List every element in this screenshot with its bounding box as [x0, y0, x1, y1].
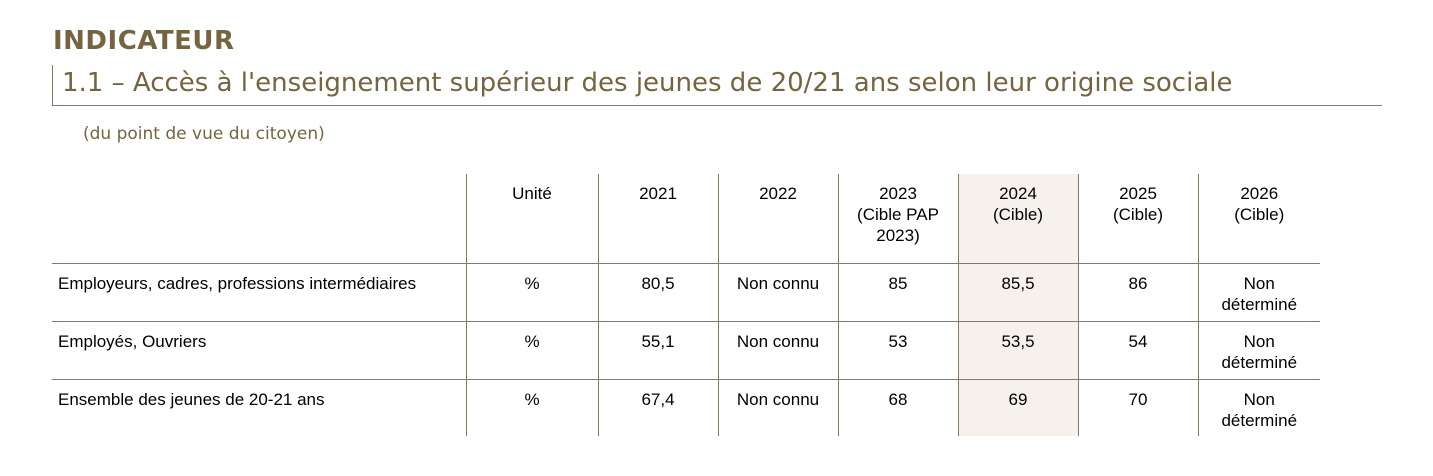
cell-text-line: 68 — [888, 389, 908, 409]
value-cell-2023: 68 — [837, 378, 958, 436]
cell-text-line: 54 — [1128, 331, 1148, 351]
header-cell-empty — [52, 174, 466, 263]
unit-cell: % — [465, 320, 598, 379]
indicator-table: Unité 2021 2022 2023 (Cible PAP 2023) 2024… — [52, 174, 1320, 436]
value-cell-2026: Non déterminé — [1197, 378, 1320, 436]
table-header-row: Unité 2021 2022 2023 (Cible PAP 2023) 2024… — [52, 174, 1320, 263]
cell-text-line: Employeurs, cadres, professions interméd… — [58, 273, 417, 293]
value-cell-2025: 86 — [1077, 262, 1198, 321]
header-cell-2021: 2021 — [597, 174, 718, 263]
title-box: 1.1 – Accès à l'enseignement supérieur d… — [52, 65, 1382, 106]
cell-text-line: Non connu — [736, 273, 820, 293]
cell-text-line: Non connu — [736, 389, 820, 409]
cell-text-line: déterminé — [1221, 352, 1298, 372]
indicator-title: 1.1 – Accès à l'enseignement supérieur d… — [62, 68, 1233, 98]
row-label-cell: Employés, Ouvriers — [52, 320, 466, 379]
row-label-cell: Employeurs, cadres, professions interméd… — [52, 262, 466, 321]
value-cell-2022: Non connu — [717, 378, 838, 436]
cell-text-line: 53,5 — [1001, 331, 1035, 351]
indicator-label: INDICATEUR — [53, 26, 235, 56]
header-cell-2023: 2023 (Cible PAP 2023) — [837, 174, 958, 263]
table-row: Ensemble des jeunes de 20-21 ans % 67,4 … — [52, 378, 1320, 436]
cell-text-line: Unité — [512, 184, 552, 203]
cell-text-line: Non — [1243, 389, 1275, 409]
cell-text-line: 2023) — [876, 226, 920, 245]
value-cell-2022: Non connu — [717, 262, 838, 321]
cell-text-line: 69 — [1008, 389, 1028, 409]
value-cell-2023: 53 — [837, 320, 958, 379]
value-cell-2021: 55,1 — [597, 320, 718, 379]
value-cell-2022: Non connu — [717, 320, 838, 379]
value-cell-2025: 54 — [1077, 320, 1198, 379]
cell-text-line: 80,5 — [641, 273, 675, 293]
cell-text-line: déterminé — [1221, 294, 1298, 314]
value-cell-2021: 80,5 — [597, 262, 718, 321]
header-cell-unit: Unité — [465, 174, 598, 263]
cell-text-line: % — [524, 273, 540, 293]
indicator-subtitle: (du point de vue du citoyen) — [83, 124, 325, 144]
cell-text-line: 2021 — [639, 184, 677, 203]
unit-cell: % — [465, 262, 598, 321]
cell-text-line: 2024 — [999, 184, 1037, 203]
value-cell-2023: 85 — [837, 262, 958, 321]
value-cell-2024: 85,5 — [957, 262, 1078, 321]
cell-text-line: 70 — [1128, 389, 1148, 409]
cell-text-line: (Cible) — [1112, 205, 1164, 224]
cell-text-line: (Cible) — [1234, 205, 1285, 224]
cell-text-line: % — [524, 389, 540, 409]
value-cell-2024: 53,5 — [957, 320, 1078, 379]
cell-text-line: Employés, Ouvriers — [58, 331, 207, 351]
cell-text-line: Ensemble des jeunes de 20-21 ans — [58, 389, 325, 409]
value-cell-2024: 69 — [957, 378, 1078, 436]
table-row: Employés, Ouvriers % 55,1 Non connu 53 5… — [52, 320, 1320, 379]
cell-text-line: 2023 — [879, 184, 917, 203]
cell-text-line: déterminé — [1221, 410, 1298, 430]
cell-text-line: % — [524, 331, 540, 351]
value-cell-2025: 70 — [1077, 378, 1198, 436]
cell-text-line: 86 — [1128, 273, 1148, 293]
cell-text-line: 85 — [888, 273, 908, 293]
unit-cell: % — [465, 378, 598, 436]
header-cell-2024: 2024 (Cible) — [957, 174, 1078, 263]
table-row: Employeurs, cadres, professions interméd… — [52, 262, 1320, 321]
value-cell-2026: Non déterminé — [1197, 262, 1320, 321]
header-cell-2025: 2025 (Cible) — [1077, 174, 1198, 263]
cell-text-line: 2025 — [1119, 184, 1157, 203]
cell-text-line: 2026 — [1240, 184, 1279, 203]
row-label-cell: Ensemble des jeunes de 20-21 ans — [52, 378, 466, 436]
value-cell-2026: Non déterminé — [1197, 320, 1320, 379]
cell-text-line: Non — [1243, 273, 1275, 293]
cell-text-line: 53 — [888, 331, 908, 351]
header-cell-2022: 2022 — [717, 174, 838, 263]
value-cell-2021: 67,4 — [597, 378, 718, 436]
cell-text-line: 85,5 — [1001, 273, 1035, 293]
header-cell-2026: 2026 (Cible) — [1197, 174, 1320, 263]
cell-text-line: Non connu — [736, 331, 820, 351]
cell-text-line: (Cible PAP — [857, 205, 939, 224]
cell-text-line: (Cible) — [992, 205, 1044, 224]
cell-text-line: 55,1 — [641, 331, 675, 351]
cell-text-line: 67,4 — [641, 389, 675, 409]
cell-text-line: Non — [1243, 331, 1275, 351]
cell-text-line: 2022 — [759, 184, 797, 203]
